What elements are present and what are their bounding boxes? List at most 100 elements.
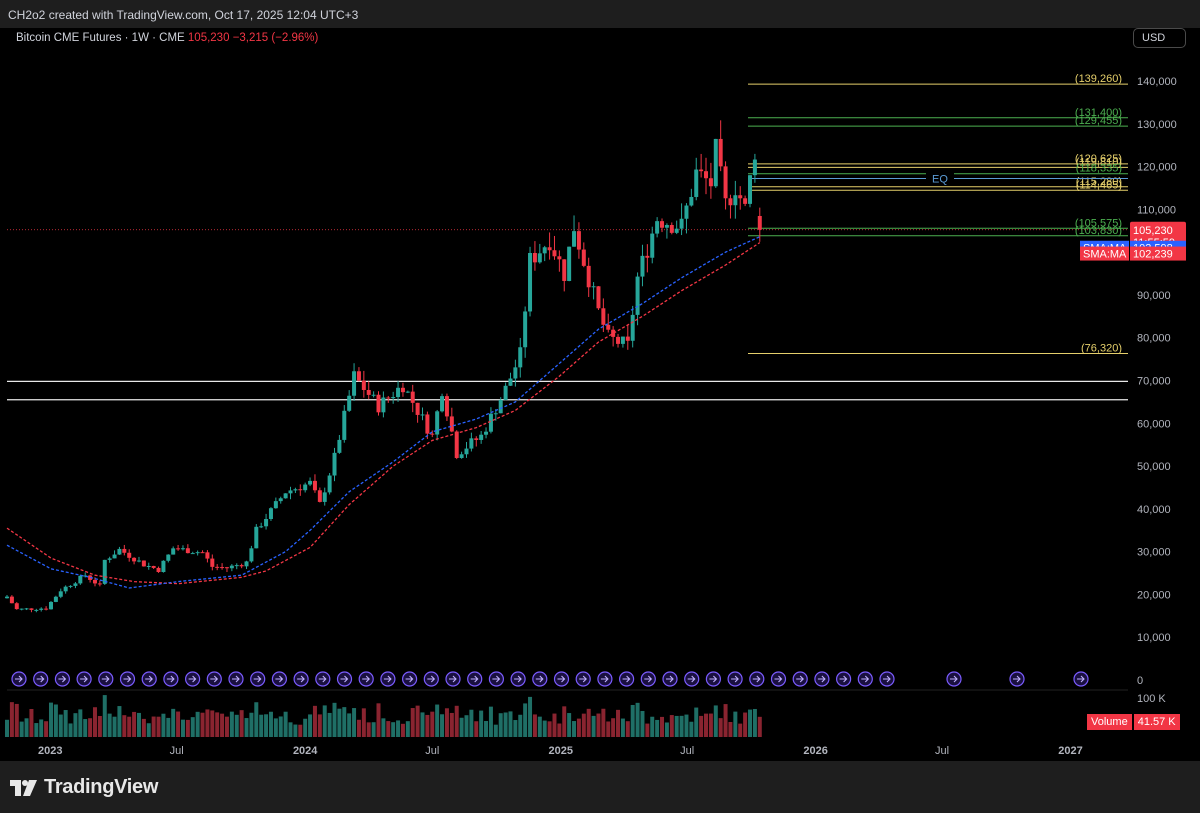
volume-bar [239, 710, 244, 737]
volume-bar [19, 721, 24, 737]
volume-bar [185, 719, 190, 737]
candle-body [327, 475, 332, 493]
event-marker-arrow [666, 675, 674, 683]
volume-bar [156, 716, 161, 737]
candle-body [229, 565, 234, 569]
legend-change: −3,215 (−2.96%) [232, 32, 319, 44]
candle-body [136, 560, 141, 562]
volume-bar [215, 712, 220, 737]
volume-bar [435, 704, 440, 737]
event-marker-arrow [58, 675, 67, 683]
candle-body [523, 311, 528, 348]
event-marker-arrow [1077, 675, 1085, 683]
event-marker-arrow [36, 675, 45, 683]
candle-body [24, 608, 29, 610]
event-marker-arrow [492, 675, 501, 683]
sma-slow-tag-label: SMA:MA [1083, 249, 1127, 261]
volume-bar [268, 711, 273, 737]
candle-body [171, 548, 176, 555]
volume-bar [391, 722, 396, 737]
candle-body [190, 553, 195, 555]
candle-body [210, 558, 215, 567]
candle-body [625, 336, 630, 341]
candle-body [528, 252, 533, 312]
event-marker-arrow [449, 675, 457, 683]
candle-body [58, 591, 63, 597]
x-tick-label: Jul [680, 745, 694, 757]
event-marker-arrow [166, 675, 175, 683]
candle-body [386, 397, 391, 399]
level-label: (139,260) [1075, 73, 1122, 85]
candle-body [97, 583, 102, 585]
candle-body [611, 329, 616, 337]
candle-body [9, 596, 14, 604]
candle-body [220, 567, 225, 569]
volume-bar [117, 706, 122, 737]
candle-body [752, 159, 757, 176]
volume-bar [415, 705, 420, 737]
volume-label: Volume [1087, 714, 1132, 730]
candle-body [249, 548, 254, 562]
volume-bar [488, 706, 493, 737]
volume-bar [29, 709, 34, 737]
x-tick-label: Jul [935, 745, 949, 757]
volume-bar [44, 721, 49, 737]
candle-body [518, 347, 523, 368]
tradingview-logo[interactable]: TradingView [10, 776, 158, 799]
x-tick-label: Jul [425, 745, 439, 757]
volume-bar [14, 703, 19, 737]
volume-bar [200, 712, 205, 737]
candle-body [464, 448, 469, 455]
candle-body [244, 561, 249, 567]
volume-bar [317, 714, 322, 737]
sma-slow-tag-value: 102,239 [1133, 249, 1173, 261]
y-tick-label: 130,000 [1137, 119, 1177, 131]
candle-body [176, 548, 181, 550]
y-tick-label: 60,000 [1137, 418, 1171, 430]
candle-body [738, 195, 743, 199]
candle-body [616, 336, 621, 344]
volume-bar [635, 702, 640, 737]
volume-bar [743, 712, 748, 737]
volume-bar [371, 722, 376, 737]
candle-body [39, 608, 44, 610]
candle-body [293, 489, 298, 491]
y-tick-label: 40,000 [1137, 504, 1171, 516]
volume-legend: Volume 41.57 K [1087, 714, 1180, 730]
volume-bar [102, 695, 107, 737]
currency-button[interactable]: USD [1133, 28, 1186, 48]
candle-body [278, 498, 283, 502]
volume-bar [210, 710, 215, 737]
volume-bar [547, 721, 552, 737]
volume-bar [39, 719, 44, 737]
candle-body [68, 585, 73, 587]
volume-bar [440, 714, 445, 737]
candle-body [303, 484, 308, 491]
candle-body [484, 431, 489, 435]
candle-body [342, 410, 347, 440]
candle-body [29, 608, 34, 610]
logo-wordmark: TradingView [44, 776, 159, 798]
volume-bar [161, 713, 166, 737]
event-marker-arrow [600, 675, 609, 683]
candle-body [660, 221, 665, 228]
candle-body [562, 259, 567, 281]
candle-body [757, 215, 762, 230]
x-tick-label: 2023 [38, 745, 62, 757]
level-label: (118,335) [1076, 163, 1122, 175]
symbol-legend[interactable]: Bitcoin CME Futures · 1W · CME 105,230 −… [16, 32, 318, 44]
volume-bar [92, 707, 97, 737]
volume-bar [713, 705, 718, 737]
volume-bar [664, 722, 669, 737]
candle-body [19, 608, 24, 610]
candle-body [655, 221, 660, 234]
candle-body [156, 567, 161, 573]
volume-bar [405, 721, 410, 737]
event-marker-arrow [796, 675, 804, 683]
candle-body [488, 413, 493, 432]
candle-body [674, 228, 679, 233]
volume-bar [513, 720, 518, 737]
candle-body [312, 480, 317, 491]
level-label: (114,465) [1076, 179, 1122, 191]
